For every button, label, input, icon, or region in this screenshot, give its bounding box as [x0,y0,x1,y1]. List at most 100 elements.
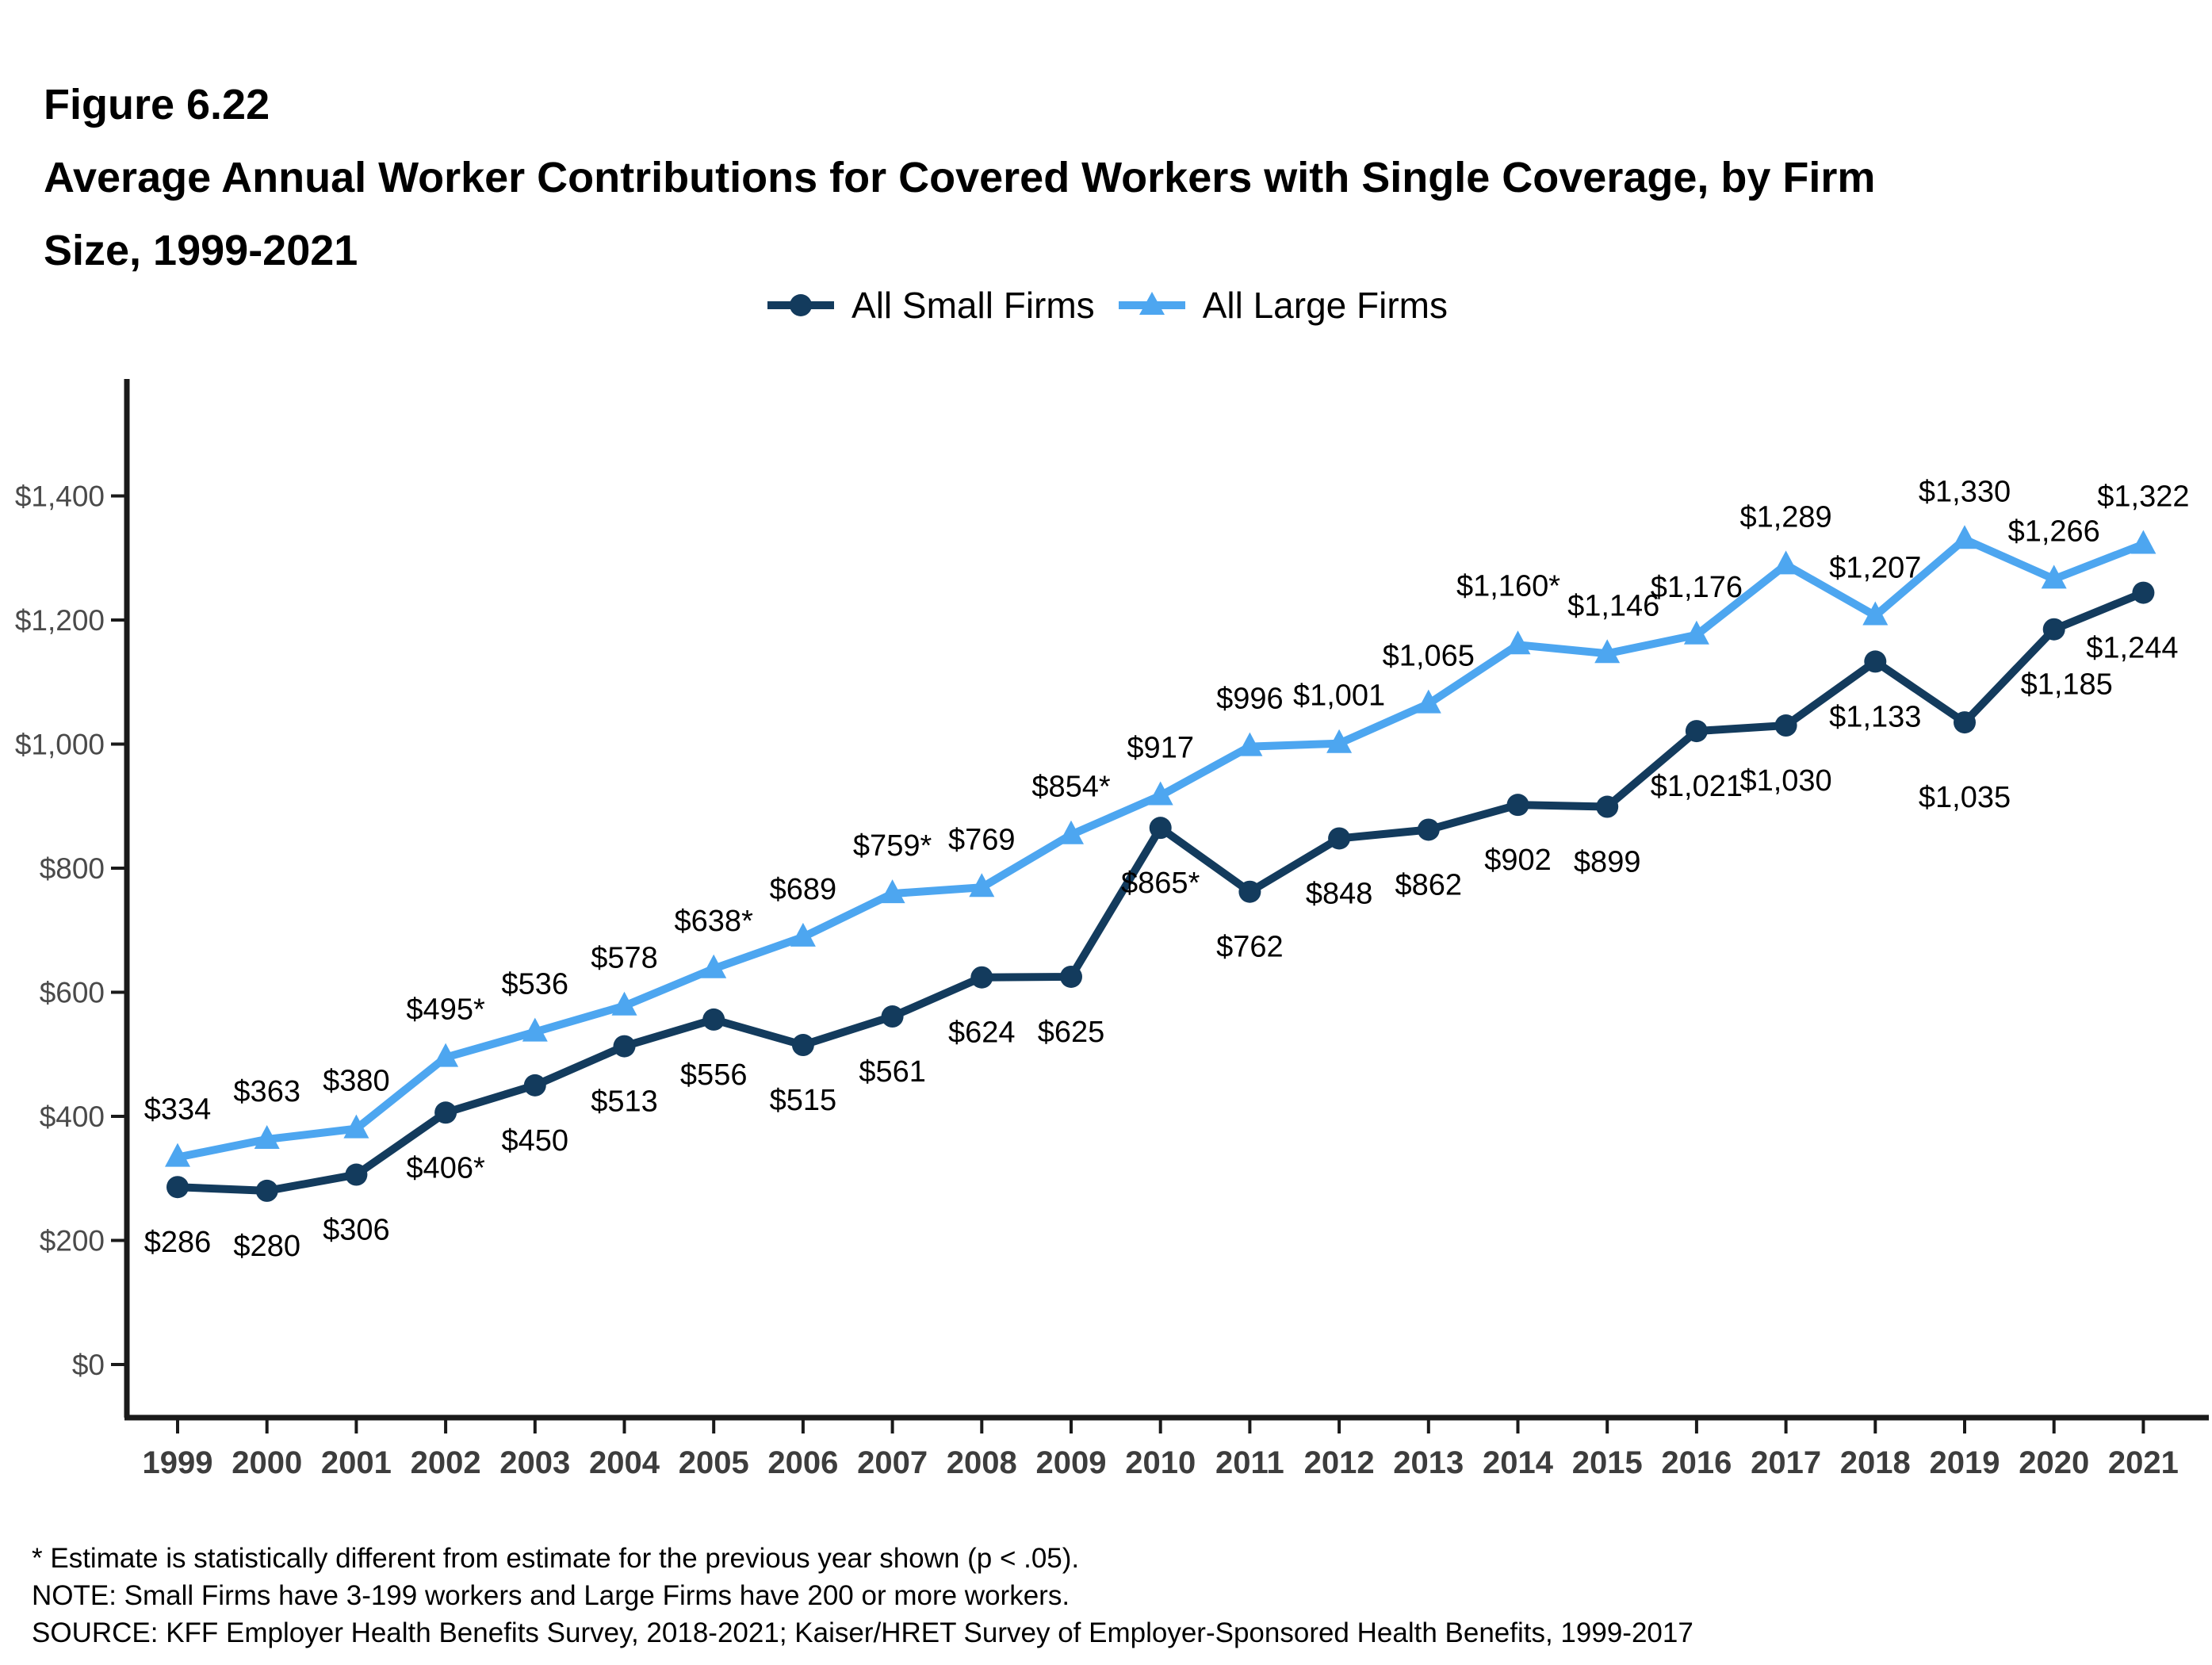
large-firms-point-marker [1683,620,1709,645]
large-firms-point-marker [1862,601,1889,626]
large-firms-value-label: $1,146 [1567,589,1659,622]
large-firms-value-label: $1,176 [1651,571,1743,604]
small-firms-point-marker [1774,714,1797,737]
small-firms-point-marker [345,1163,368,1186]
x-axis-year-label: 2010 [1125,1445,1196,1480]
large-firms-point-marker [1326,729,1353,753]
large-firms-value-label: $759* [853,829,932,863]
x-axis-year-label: 2008 [947,1445,1017,1480]
small-firms-point-marker [1060,965,1082,988]
x-axis-year-label: 2012 [1304,1445,1375,1480]
small-firms-point-marker [166,1176,189,1199]
large-firms-value-label: $1,160* [1456,569,1560,603]
large-firms-point-marker [2041,565,2067,589]
small-firms-point-marker [702,1008,725,1031]
large-firms-point-marker [611,991,637,1016]
small-firms-value-label: $513 [591,1085,658,1119]
large-firms-value-label: $917 [1127,731,1194,764]
x-axis-year-label: 2003 [499,1445,570,1480]
small-firms-value-label: $556 [680,1058,748,1092]
x-axis-year-label: 2004 [589,1445,660,1480]
small-firms-point-marker [613,1035,636,1058]
large-firms-value-label: $1,065 [1383,640,1475,673]
x-axis-year-label: 2019 [1930,1445,2000,1480]
small-firms-value-label: $762 [1216,931,1284,964]
large-firms-point-marker [969,873,995,898]
small-firms-point-marker [1596,795,1619,818]
y-axis-tick-label: $600 [40,977,105,1009]
x-axis-year-label: 2015 [1572,1445,1643,1480]
small-firms-value-label: $625 [1038,1016,1105,1049]
small-firms-point-marker [1685,720,1708,743]
large-firms-value-label: $854* [1031,771,1111,804]
large-firms-point-marker [343,1114,369,1139]
footnote-significance: * Estimate is statistically different fr… [32,1543,1080,1574]
x-axis-year-label: 2007 [857,1445,928,1480]
chart-legend: All Small Firms All Large Firms [0,284,2212,327]
large-firms-point-marker [165,1143,190,1167]
y-axis-tick-label: $200 [40,1225,105,1257]
figure-header: Figure 6.22 Average Annual Worker Contri… [44,68,1875,287]
small-firms-value-label: $561 [859,1055,926,1089]
small-firms-value-label: $902 [1484,844,1552,877]
x-axis-year-label: 2020 [2019,1445,2089,1480]
x-axis-year-label: 2006 [767,1445,838,1480]
large-firms-value-label: $1,266 [2008,515,2100,548]
small-firms-value-label: $1,133 [1829,700,1921,733]
y-axis-tick-label: $1,200 [15,604,105,637]
large-firms-point-marker [254,1124,280,1149]
x-axis-year-label: 2001 [321,1445,392,1480]
x-axis-year-label: 2014 [1483,1445,1554,1480]
x-axis-year-label: 2002 [411,1445,481,1480]
page-title-line2: Size, 1999-2021 [44,227,358,274]
small-firms-value-label: $899 [1574,846,1641,879]
small-firms-value-label: $450 [502,1124,569,1158]
x-axis-year-label: 2005 [679,1445,749,1480]
small-firms-value-label: $624 [948,1016,1016,1050]
large-firms-value-label: $1,289 [1739,500,1831,534]
line-chart-canvas: $0 $200 $400 $600 $800 $1,000 $1,200 $1,400 1999… [15,379,2209,1480]
small-firms-value-label: $1,185 [2021,668,2113,702]
large-firms-value-label: $363 [233,1075,300,1108]
legend-label-small-firms: All Small Firms [852,285,1095,326]
large-firms-point-marker [433,1043,459,1067]
large-firms-point-marker [1505,630,1531,655]
x-axis-year-label: 2021 [2108,1445,2179,1480]
large-firms-value-label: $578 [591,942,658,975]
small-firms-point-marker [434,1101,457,1124]
x-axis-year-label: 2011 [1215,1445,1284,1480]
y-axis-tick-label: $0 [72,1349,105,1381]
small-firms-point-marker [970,966,993,989]
large-firms-value-label: $1,330 [1919,475,2011,508]
large-firms-point-marker [2130,530,2157,554]
footnote-source: SOURCE: KFF Employer Health Benefits Sur… [32,1617,1693,1648]
small-firms-value-label: $1,021 [1651,770,1743,803]
large-firms-point-marker [522,1017,548,1042]
footnote-note: NOTE: Small Firms have 3-199 workers and… [32,1580,1070,1611]
large-firms-value-label: $380 [323,1065,390,1098]
legend-item-small-firms: All Small Firms [764,284,1095,327]
figure-label: Figure 6.22 [44,81,270,128]
large-firms-point-marker [1773,550,1799,575]
large-firms-line-triangle-icon [1118,292,1185,315]
large-firms-point-marker [1415,689,1441,714]
large-firms-value-label: $769 [948,823,1016,856]
y-axis-tick-label: $400 [40,1100,105,1133]
small-firms-point-marker [1238,880,1261,903]
small-firms-value-label: $286 [144,1226,212,1259]
small-firms-value-label: $306 [323,1214,390,1247]
large-firms-value-label: $1,001 [1293,679,1385,713]
large-firms-value-label: $689 [770,873,837,906]
small-firms-point-marker [1954,711,1976,734]
y-axis-tick-label: $1,400 [15,480,105,513]
large-firms-point-marker [790,922,816,947]
large-firms-point-marker [1952,525,1977,549]
x-axis-year-label: 2009 [1036,1445,1107,1480]
page-title-line1: Average Annual Worker Contributions for … [44,154,1876,201]
small-firms-value-label: $862 [1395,868,1463,901]
small-firms-value-label: $865* [1121,867,1200,900]
large-firms-value-label: $495* [406,993,485,1027]
legend-label-large-firms: All Large Firms [1202,285,1448,326]
large-firms-line [174,535,2148,1162]
